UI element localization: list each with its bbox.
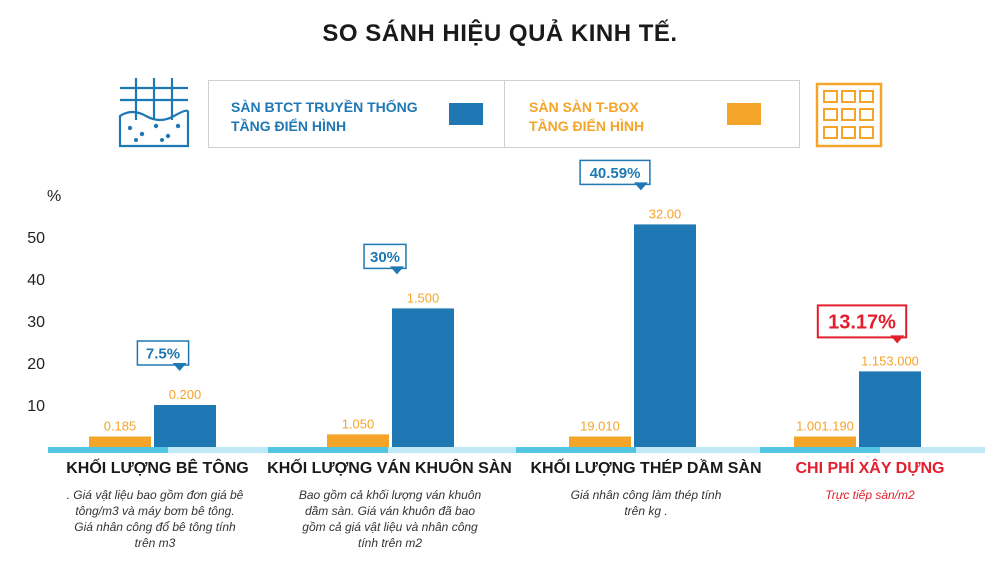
note-line: Trực tiếp sàn/m2 [825,488,915,502]
baseline-band-dark [48,447,168,453]
note-line: dầm sàn. Giá ván khuôn đã bao [304,504,476,518]
note-line: Giá nhân công đổ bê tông tính [74,520,236,534]
data-label-tbox: 0.185 [104,419,137,434]
note-line: gồm cả giá vật liệu và nhân công [302,520,478,534]
y-axis-label: % [47,188,61,205]
baseline-band-dark [760,447,880,453]
baseline-band-light [268,447,516,453]
category-title-concrete: KHỐI LƯỢNG BÊ TÔNG [66,460,249,477]
data-label-traditional: 1.500 [407,290,440,305]
tbox-grid-icon [815,82,883,153]
category-title-steel: KHỐI LƯỢNG THÉP DẦM SÀN [530,460,762,477]
category-note-cost: Trực tiếp sàn/m2 [780,487,960,503]
y-tick-label: 40 [27,272,45,289]
savings-badge [363,243,407,270]
bar-tbox [327,434,389,447]
savings-label: 40.59% [590,165,641,182]
page-title: SO SÁNH HIỆU QUẢ KINH TẾ. [322,20,678,47]
legend-tbox-line1: SÀN SÀN T-BOX [529,99,639,115]
savings-label: 7.5% [146,345,180,362]
legend-traditional-label: SÀN BTCT TRUYỀN THỐNG TẦNG ĐIỂN HÌNH [231,98,418,136]
data-label-tbox: 1.001.190 [796,419,854,434]
note-line: Bao gồm cả khối lượng ván khuôn [298,488,482,502]
y-tick-label: 30 [27,314,45,331]
data-label-traditional: 1.153.000 [861,353,919,368]
legend-traditional-line1: SÀN BTCT TRUYỀN THỐNG [231,99,418,115]
note-line: trên kg . [624,504,668,518]
savings-label: 30% [370,249,400,266]
savings-label: 13.17% [828,312,896,334]
y-tick-label: 20 [27,356,45,373]
bar-traditional [154,405,216,447]
bar-tbox [89,436,151,447]
y-tick-label: 50 [27,230,45,247]
legend-tbox-label: SÀN SÀN T-BOX TẦNG ĐIỂN HÌNH [529,98,644,136]
bar-tbox [794,436,856,447]
savings-arrow-icon [633,182,648,191]
data-label-tbox: 1.050 [342,416,375,431]
y-tick-label: 10 [27,398,45,415]
baseline-band-light [516,447,760,453]
legend-divider [504,81,505,147]
savings-badge [579,159,651,186]
savings-arrow-icon [389,266,404,275]
note-line: . Giá vật liệu bao gồm đơn giá bê [66,488,244,502]
savings-badge [136,340,190,366]
legend-tbox-swatch [727,103,761,125]
note-line: tính trên m2 [357,536,423,550]
category-title-cost: CHI PHÍ XÂY DỰNG [795,460,945,477]
data-label-traditional: 32.00 [649,206,682,221]
bar-tbox [569,436,631,447]
baseline-band-dark [516,447,636,453]
note-line: trên m3 [134,536,176,550]
concrete-slab-grid-icon [116,76,192,153]
category-note-concrete: . Giá vật liệu bao gồm đơn giá bê tông/m… [30,487,280,551]
category-note-formwork: Bao gồm cả khối lượng ván khuôn dầm sàn.… [270,487,510,551]
legend-tbox-line2: TẦNG ĐIỂN HÌNH [529,118,645,134]
category-note-steel: Giá nhân công làm thép tính trên kg . [530,487,762,519]
note-line: Giá nhân công làm thép tính [570,488,722,502]
note-line: tông/m3 và máy bơm bê tông. [75,504,235,518]
legend: SÀN BTCT TRUYỀN THỐNG TẦNG ĐIỂN HÌNH SÀN… [208,80,800,148]
bar-traditional [859,371,921,447]
data-label-traditional: 0.200 [169,387,202,402]
savings-badge [816,304,908,339]
data-label-tbox: 19.010 [580,419,620,434]
savings-arrow-icon [890,335,905,344]
bar-traditional [634,224,696,447]
baseline-band-dark [268,447,388,453]
category-title-formwork: KHỐI LƯỢNG VÁN KHUÔN SÀN [267,460,512,477]
savings-arrow-icon [172,363,187,371]
bar-traditional [392,308,454,447]
legend-traditional-line2: TẦNG ĐIỂN HÌNH [231,118,347,134]
legend-traditional-swatch [449,103,483,125]
